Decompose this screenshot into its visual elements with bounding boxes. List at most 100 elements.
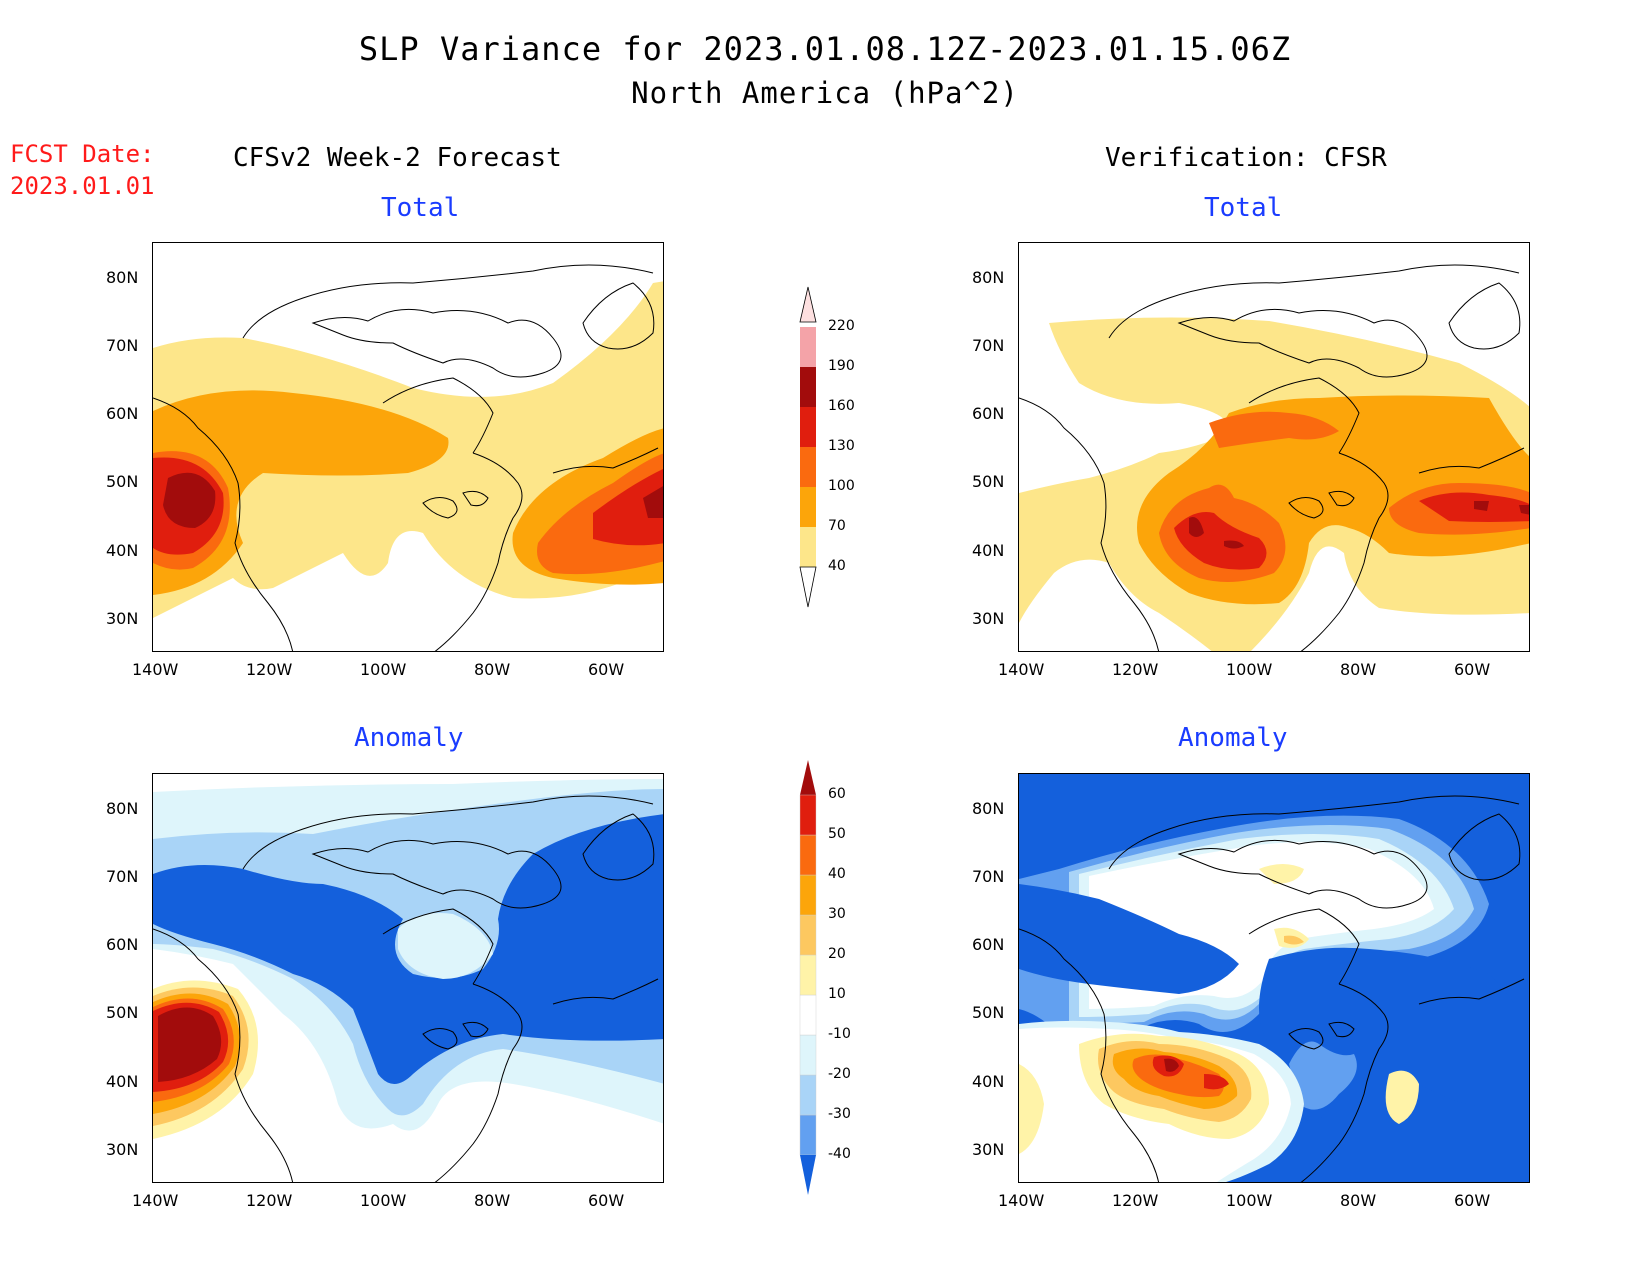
- lon-tick-tl: 100W: [360, 660, 407, 679]
- verification-anomaly-band-neg40-west: [1019, 884, 1239, 994]
- lat-tick-tl: 40N: [106, 541, 139, 560]
- total-colorbar-label: 40: [828, 558, 846, 574]
- lat-tick-br: 70N: [972, 867, 1005, 886]
- forecast-anomaly-band-pos60: [158, 1007, 222, 1082]
- coastline-group-2: [1019, 264, 1525, 651]
- anomaly-colorbar-segment: [799, 834, 817, 876]
- lat-tick-br: 50N: [972, 1003, 1005, 1022]
- total-colorbar: [799, 286, 817, 608]
- lat-tick-tr: 70N: [972, 336, 1005, 355]
- lat-tick-tr: 50N: [972, 472, 1005, 491]
- coastline-group: [153, 264, 659, 651]
- lat-tick-tr: 30N: [972, 609, 1005, 628]
- lat-tick-bl: 80N: [106, 799, 139, 818]
- main-subtitle: North America (hPa^2): [631, 76, 1019, 110]
- total-colorbar-label: 190: [828, 358, 855, 374]
- lat-tick-bl: 50N: [106, 1003, 139, 1022]
- panel-title-bottom-left: Anomaly: [354, 723, 464, 753]
- lat-tick-tl: 80N: [106, 268, 139, 287]
- lat-tick-bl: 40N: [106, 1072, 139, 1091]
- anomaly-colorbar-segment: [799, 1114, 817, 1156]
- lat-tick-br: 80N: [972, 799, 1005, 818]
- lon-tick-bl: 120W: [246, 1191, 293, 1210]
- anomaly-colorbar-top-arrow: [800, 760, 816, 795]
- anomaly-colorbar-segment: [799, 954, 817, 996]
- lon-tick-tl: 140W: [132, 660, 179, 679]
- anomaly-colorbar-segment: [799, 994, 817, 1036]
- anomaly-colorbar-segment: [799, 1074, 817, 1116]
- anomaly-colorbar-segment: [799, 794, 817, 836]
- verification-total-band-130: [1174, 492, 1529, 570]
- total-colorbar-segment: [800, 527, 816, 567]
- lat-tick-tr: 80N: [972, 268, 1005, 287]
- anomaly-colorbar: [799, 760, 817, 1195]
- panel-title-top-left: Total: [381, 193, 460, 223]
- total-colorbar-segment: [800, 367, 816, 407]
- lon-tick-tr: 100W: [1226, 660, 1273, 679]
- total-colorbar-segment: [800, 327, 816, 367]
- total-colorbar-label: 220: [828, 318, 855, 334]
- lat-tick-tr: 40N: [972, 541, 1005, 560]
- coastline-group-4: [1019, 795, 1525, 1182]
- total-colorbar-bottom-arrow: [799, 566, 817, 608]
- lat-tick-bl: 30N: [106, 1140, 139, 1159]
- fcst-label-text: FCST Date:: [10, 140, 155, 168]
- anomaly-colorbar-label: 30: [828, 906, 846, 922]
- verification-anomaly-band-pos60-south: [1164, 1058, 1179, 1072]
- lon-tick-br: 120W: [1112, 1191, 1159, 1210]
- panel-title-bottom-right: Anomaly: [1178, 723, 1288, 753]
- forecast-total-band-100: [153, 451, 663, 575]
- verification-anomaly-band-pos10-north: [1259, 864, 1309, 948]
- lat-tick-tl: 50N: [106, 472, 139, 491]
- forecast-anomaly-central-light: [398, 913, 493, 979]
- anomaly-colorbar-label: -10: [828, 1026, 851, 1042]
- total-colorbar-label: 100: [828, 478, 855, 494]
- lon-tick-br: 140W: [998, 1191, 1045, 1210]
- lat-tick-br: 40N: [972, 1072, 1005, 1091]
- map-forecast-total: [152, 242, 664, 652]
- lon-tick-tl: 80W: [474, 660, 511, 679]
- left-column-title: CFSv2 Week-2 Forecast: [233, 143, 562, 173]
- anomaly-colorbar-label: 40: [828, 866, 846, 882]
- lon-tick-tr: 140W: [998, 660, 1045, 679]
- total-colorbar-segment: [800, 407, 816, 447]
- anomaly-colorbar-label: 10: [828, 986, 846, 1002]
- map-verification-total: [1018, 242, 1530, 652]
- lon-tick-bl: 140W: [132, 1191, 179, 1210]
- lon-tick-tl: 120W: [246, 660, 293, 679]
- panel-title-top-right: Total: [1204, 193, 1283, 223]
- total-colorbar-label: 130: [828, 438, 855, 454]
- forecast-anomaly-band-neg40: [153, 814, 663, 1084]
- coastline-group-3: [153, 795, 659, 1182]
- lat-tick-tr: 60N: [972, 404, 1005, 423]
- anomaly-colorbar-segment: [799, 1034, 817, 1076]
- verification-anomaly-band-neg30-east: [1289, 1041, 1357, 1110]
- anomaly-colorbar-bottom-arrow: [800, 1155, 816, 1195]
- anomaly-colorbar-label: -40: [828, 1146, 851, 1162]
- lon-tick-bl: 100W: [360, 1191, 407, 1210]
- fcst-label: FCST Date: 2023.01.01: [10, 138, 155, 202]
- lon-tick-br: 60W: [1454, 1191, 1491, 1210]
- anomaly-colorbar-label: 50: [828, 826, 846, 842]
- right-column-title: Verification: CFSR: [1105, 143, 1387, 173]
- lon-tick-tr: 120W: [1112, 660, 1159, 679]
- lon-tick-bl: 80W: [474, 1191, 511, 1210]
- lon-tick-bl: 60W: [588, 1191, 625, 1210]
- lon-tick-tl: 60W: [588, 660, 625, 679]
- lat-tick-br: 60N: [972, 935, 1005, 954]
- anomaly-colorbar-segment: [799, 914, 817, 956]
- anomaly-colorbar-label: -20: [828, 1066, 851, 1082]
- fcst-date: 2023.01.01: [10, 172, 155, 200]
- lon-tick-br: 100W: [1226, 1191, 1273, 1210]
- lat-tick-bl: 60N: [106, 935, 139, 954]
- forecast-total-band-70: [153, 390, 663, 595]
- lat-tick-br: 30N: [972, 1140, 1005, 1159]
- total-colorbar-label: 70: [828, 518, 846, 534]
- verification-anomaly-band-pos20-north: [1284, 935, 1304, 945]
- lat-tick-tl: 70N: [106, 336, 139, 355]
- anomaly-colorbar-segment: [799, 874, 817, 916]
- map-verification-anomaly: [1018, 773, 1530, 1183]
- lat-tick-bl: 70N: [106, 867, 139, 886]
- lon-tick-tr: 60W: [1454, 660, 1491, 679]
- total-colorbar-label: 160: [828, 398, 855, 414]
